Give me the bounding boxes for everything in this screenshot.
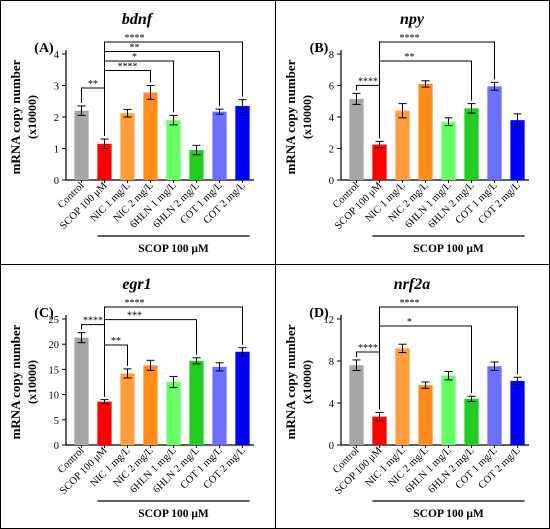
y-axis-label: mRNA copy number — [8, 324, 23, 439]
y-tick-label: 0 — [54, 176, 59, 187]
bar — [487, 86, 502, 180]
bar — [212, 111, 227, 180]
group-label: SCOP 100 μM — [413, 508, 484, 520]
bar — [510, 380, 525, 445]
y-tick-label: 0 — [329, 441, 334, 452]
bar — [166, 120, 181, 180]
chart-panel-3: egr1 (C) mRNA copy number (x10000) 0 5 10 15 20 2… — [8, 276, 254, 520]
bar — [235, 351, 250, 445]
y-tick-label: 4 — [329, 113, 335, 124]
y-tick-label: 1 — [54, 145, 59, 156]
significance-label: ** — [130, 43, 140, 54]
y-tick-label: 12 — [324, 315, 335, 326]
chart-panel-4: nrf2a(D)mRNA copy number (x10000)04812Con… — [283, 276, 529, 520]
significance-label: **** — [400, 33, 420, 44]
significance-label: **** — [358, 76, 378, 87]
significance-bracket — [104, 344, 128, 397]
y-tick-label: 15 — [49, 365, 60, 376]
bar — [143, 92, 158, 180]
bar — [74, 110, 89, 180]
significance-label: **** — [125, 33, 145, 44]
bar — [464, 108, 479, 180]
y-tick-label: 0 — [54, 441, 59, 452]
bar — [487, 366, 502, 445]
y-axis-label-unit: (x10000) — [25, 360, 39, 404]
bar — [441, 121, 456, 180]
y-tick-label: 25 — [49, 315, 60, 326]
bar — [97, 143, 112, 180]
bar — [418, 385, 433, 445]
bar — [74, 337, 89, 445]
y-axis-label-unit: (x10000) — [300, 360, 314, 404]
bar — [120, 373, 135, 445]
bar — [464, 398, 479, 445]
significance-label: ** — [111, 336, 121, 347]
bar — [189, 360, 204, 445]
significance-bracket — [356, 84, 380, 139]
y-tick-label: 0 — [329, 176, 334, 187]
bar — [372, 416, 387, 445]
y-tick-label: 8 — [329, 50, 334, 61]
significance-bracket — [356, 351, 380, 410]
bar — [418, 83, 433, 180]
panel-label: (A) — [34, 41, 54, 56]
y-axis-label-unit: (x10000) — [300, 95, 314, 139]
y-tick-label: 8 — [329, 357, 334, 368]
significance-label: **** — [83, 316, 103, 327]
y-tick-label: 3 — [54, 82, 59, 93]
chart-title: npy — [400, 11, 425, 28]
bar — [212, 366, 227, 445]
bar — [395, 110, 410, 180]
significance-label: **** — [118, 62, 138, 73]
bar — [349, 365, 364, 445]
y-tick-label: 5 — [54, 416, 59, 427]
significance-label: ** — [88, 79, 98, 90]
bar — [510, 120, 525, 180]
chart-title: nrf2a — [394, 276, 430, 293]
significance-bracket — [81, 87, 105, 137]
y-tick-label: 4 — [329, 399, 335, 410]
y-axis-label: mRNA copy number — [283, 324, 298, 439]
y-tick-label: 6 — [329, 82, 334, 93]
bar — [372, 144, 387, 180]
figure-divider-vertical — [275, 0, 276, 529]
significance-label: **** — [125, 298, 145, 309]
chart-panel-1: bdnf(A)mRNA copy number (x10000)01234Cont… — [8, 11, 254, 255]
chart-panel-2: npy(B)mRNA copy number (x10000)02468Contr… — [283, 11, 529, 255]
chart-title: bdnf — [122, 11, 154, 28]
panel-label: (C) — [34, 306, 54, 321]
group-label: SCOP 100 μM — [138, 243, 209, 255]
bar — [166, 382, 181, 445]
y-tick-label: 2 — [329, 145, 334, 156]
significance-label: ** — [405, 52, 415, 63]
bar — [235, 105, 250, 180]
significance-label: * — [132, 52, 137, 63]
y-tick-label: 10 — [49, 391, 60, 402]
y-axis-label-unit: (x10000) — [25, 95, 39, 139]
bar — [349, 98, 364, 180]
y-axis-label: mRNA copy number — [283, 59, 298, 174]
y-tick-label: 20 — [49, 340, 60, 351]
panel-label: (B) — [310, 41, 329, 56]
significance-label: *** — [127, 311, 142, 322]
bar — [120, 113, 135, 180]
group-label: SCOP 100 μM — [138, 508, 209, 520]
chart-title: egr1 — [122, 276, 151, 293]
group-label: SCOP 100 μM — [413, 243, 484, 255]
significance-bracket — [104, 60, 174, 137]
bar — [143, 365, 158, 445]
y-tick-label: 2 — [54, 113, 59, 124]
bar — [97, 401, 112, 445]
y-axis-label: mRNA copy number — [8, 59, 23, 174]
significance-label: **** — [358, 343, 378, 354]
y-tick-label: 4 — [54, 50, 60, 61]
bar — [189, 150, 204, 180]
bar — [395, 348, 410, 445]
significance-label: * — [407, 317, 412, 328]
significance-label: **** — [400, 298, 420, 309]
bar — [441, 375, 456, 445]
panel-label: (D) — [309, 306, 329, 321]
